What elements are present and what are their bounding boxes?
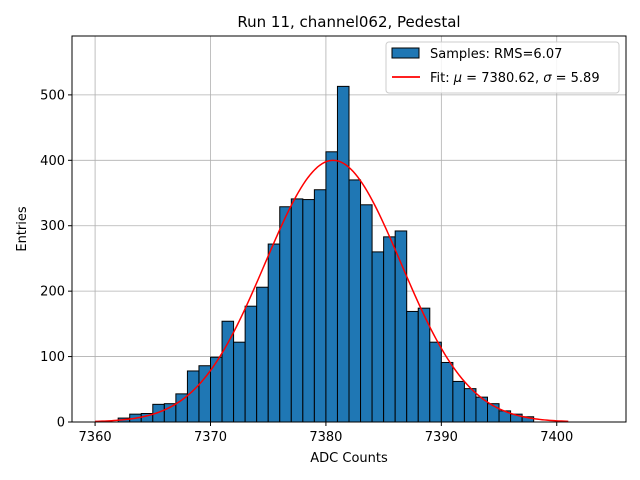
legend-mu-value: = 7380.62, [462,71,543,86]
histogram-bar [336,85,350,423]
y-tick-label: 500 [40,88,65,103]
legend: Samples: RMS=6.07 Fit: μ = 7380.62, σ = … [385,41,620,94]
legend-mu-symbol: μ [453,71,462,86]
x-tick-label: 7390 [425,430,458,445]
histogram-bar [302,199,315,423]
legend-fit-prefix: Fit: [430,71,454,86]
histogram-bar [383,236,396,423]
y-tick-label: 400 [40,154,65,169]
histogram-bar [394,230,408,423]
histogram-bar [233,341,246,423]
histogram-bar [429,341,442,423]
y-tick-label: 200 [40,285,65,300]
y-axis-label: Entries [15,206,30,252]
histogram-bar [348,179,362,423]
histogram-bar [463,388,477,423]
y-tick-label: 0 [57,416,65,431]
legend-samples-swatch [391,47,420,59]
histogram-bar [186,370,200,423]
histogram-bar [290,198,304,423]
x-tick-label: 7370 [194,430,227,445]
x-tick-label: 7360 [79,430,112,445]
histogram-bar [313,189,327,423]
histogram-bar [417,307,431,423]
histogram-bar [325,151,338,423]
x-axis-ticks: 7360 7370 7380 7390 7400 [79,422,573,445]
legend-fit-label: Fit: μ = 7380.62, σ = 5.89 [430,71,600,86]
histogram-bar [175,393,188,423]
legend-box [385,41,620,94]
plot-frame [71,35,627,423]
x-tick-label: 7400 [540,430,573,445]
x-axis-label: ADC Counts [310,451,388,466]
chart-title: Run 11, channel062, Pedestal [237,13,460,31]
fit-curve [95,159,569,423]
histogram-bar [279,206,292,423]
histogram-bar [244,305,258,423]
y-tick-label: 300 [40,219,65,234]
histogram-bar [452,380,465,423]
histogram-bar [406,310,419,423]
y-axis-ticks: 0 100 200 300 400 500 [40,88,72,431]
histogram-bar [256,286,269,423]
legend-sigma-symbol: σ [543,71,552,86]
legend-samples-label: Samples: RMS=6.07 [430,47,562,62]
histogram-bar [198,365,211,423]
legend-sigma-value: = 5.89 [551,71,599,86]
x-tick-label: 7380 [309,430,342,445]
histogram-bar [440,361,454,423]
histogram-bar [371,251,385,423]
histogram-bar [360,204,373,423]
histogram-bar [267,243,281,423]
y-tick-label: 100 [40,350,65,365]
